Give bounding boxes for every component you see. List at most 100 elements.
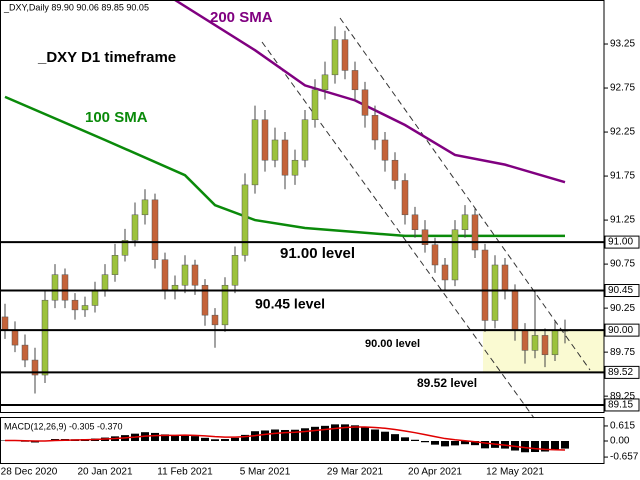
candle-body — [151, 199, 159, 260]
macd-bar — [451, 441, 459, 446]
y-tick-label: 0.00 — [610, 436, 630, 447]
candle-body — [21, 344, 29, 361]
candle-body — [51, 274, 59, 301]
channel-line — [261, 41, 535, 419]
macd-bar — [421, 441, 429, 443]
y-tick-label: 91.75 — [610, 171, 635, 182]
candle-body — [401, 180, 409, 216]
macd-bar — [391, 434, 399, 441]
macd-bar — [311, 426, 319, 441]
sma-label: 100 SMA — [85, 109, 148, 126]
candle-body — [271, 139, 279, 161]
macd-bar — [331, 424, 339, 441]
y-tick-label: 91.25 — [610, 215, 635, 226]
level-tag-label: 91.00 — [608, 237, 633, 248]
x-tick-label: 5 Mar 2021 — [240, 467, 291, 478]
macd-bar — [341, 424, 349, 441]
macd-bar — [471, 441, 479, 446]
macd-bar — [441, 441, 449, 447]
sma-line — [174, 0, 566, 184]
candle-body — [241, 184, 249, 256]
macd-bar — [531, 441, 539, 453]
pane-border — [0, 0, 605, 413]
macd-bar — [261, 430, 269, 441]
y-tick-label: 92.25 — [610, 127, 635, 138]
candle-body — [191, 264, 199, 286]
macd-bar — [461, 441, 469, 445]
chart-title: _DXY D1 timeframe — [37, 49, 176, 66]
candle-body — [481, 249, 489, 321]
macd-bar — [401, 437, 409, 441]
macd-bar — [231, 437, 239, 441]
candle-body — [301, 119, 309, 161]
level-tag — [604, 235, 640, 249]
x-tick-label: 12 May 2021 — [486, 467, 544, 478]
y-tick-label: 93.25 — [610, 39, 635, 50]
macd-bar — [411, 439, 419, 441]
overlay: 91.00 91.00 level 90.45 90.45 level 90.00 90.… — [0, 235, 640, 412]
candle-body — [141, 199, 149, 216]
candle-body — [121, 240, 129, 256]
candle-body — [161, 259, 169, 291]
macd-bar — [561, 441, 569, 449]
candle-body — [501, 264, 509, 291]
macd-bar — [371, 429, 379, 441]
candle-body — [291, 159, 299, 176]
macd-bar — [181, 435, 189, 441]
candle-body — [261, 119, 269, 161]
macd-bar — [481, 441, 489, 449]
macd-bar — [241, 434, 249, 441]
candle-body — [281, 139, 289, 176]
candle-body — [321, 74, 329, 91]
candle-body — [251, 119, 259, 186]
macd-bar — [171, 435, 179, 441]
candle-body — [351, 70, 359, 91]
macd-bar — [201, 437, 209, 441]
level-tag — [604, 323, 640, 337]
macd-bar — [281, 429, 289, 441]
candle-body — [91, 290, 99, 306]
price-pane — [1, 0, 569, 394]
x-tick-label: 29 Mar 2021 — [327, 467, 384, 478]
x-tick-label: 20 Apr 2021 — [408, 467, 462, 478]
macd-bar — [551, 441, 559, 451]
candle-body — [231, 255, 239, 286]
level-tag-label: 89.15 — [608, 400, 633, 411]
candle-body — [451, 229, 459, 281]
x-tick-label: 20 Jan 2021 — [77, 467, 132, 478]
candle-body — [371, 115, 379, 141]
level-note: 91.00 level — [280, 245, 355, 262]
candle-body — [471, 214, 479, 251]
level-tag — [604, 365, 640, 379]
candle-body — [111, 255, 119, 275]
candle-body — [391, 159, 399, 181]
candle-body — [31, 359, 39, 376]
y-tick-label: 92.75 — [610, 83, 635, 94]
candle-body — [331, 39, 339, 76]
candle-body — [441, 264, 449, 281]
macd-bar — [301, 428, 309, 441]
candle-body — [531, 335, 539, 351]
level-tag — [604, 398, 640, 412]
sma-label: 200 SMA — [210, 9, 273, 26]
macd-bar — [291, 429, 299, 441]
macd-bar — [321, 425, 329, 441]
x-tick-label: 28 Dec 2020 — [1, 467, 58, 478]
candle-body — [541, 335, 549, 356]
level-tag-label: 90.00 — [608, 325, 633, 336]
candle-body — [311, 89, 319, 120]
candle-body — [431, 244, 439, 266]
macd-bar — [161, 434, 169, 441]
candle-body — [61, 274, 69, 301]
y-tick-label: -0.657 — [610, 452, 639, 463]
y-tick-label: 90.25 — [610, 303, 635, 314]
candle-body — [181, 264, 189, 286]
y-tick-label: 0.615 — [610, 421, 635, 432]
macd-bar — [221, 439, 229, 441]
candle-body — [461, 214, 469, 231]
sma-line — [4, 95, 565, 238]
macd-title: MACD(12,26,9) -0.305 -0.370 — [4, 421, 123, 431]
candle-body — [211, 314, 219, 326]
y-tick-label: 89.75 — [610, 347, 635, 358]
